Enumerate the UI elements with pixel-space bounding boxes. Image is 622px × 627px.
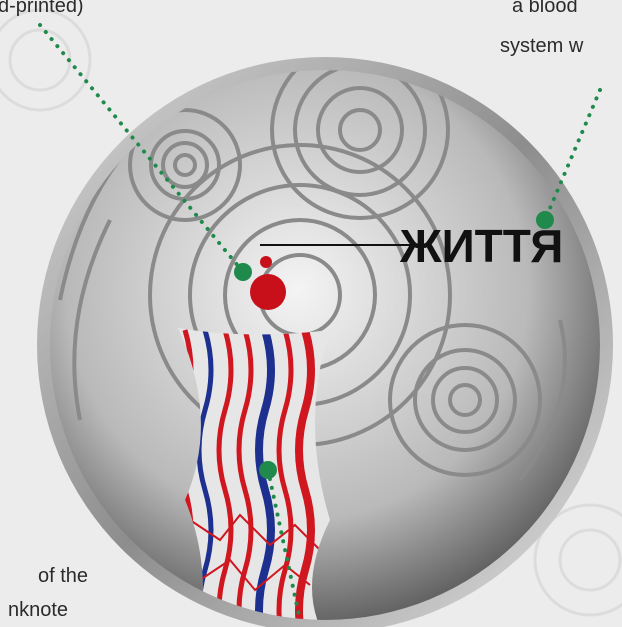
label: system w (500, 35, 584, 57)
marker (536, 211, 554, 229)
marker (259, 461, 277, 479)
label: d-printed) (0, 0, 84, 17)
coin-inscription: ЖИТТЯ (399, 220, 563, 272)
label: nknote (8, 599, 68, 621)
background-pattern (0, 8, 622, 617)
red-sphere-small (260, 256, 272, 268)
label: a blood (512, 0, 578, 17)
red-sphere (250, 274, 286, 310)
leader-lines (38, 23, 602, 622)
marker (234, 263, 252, 281)
label: of the (38, 565, 88, 587)
